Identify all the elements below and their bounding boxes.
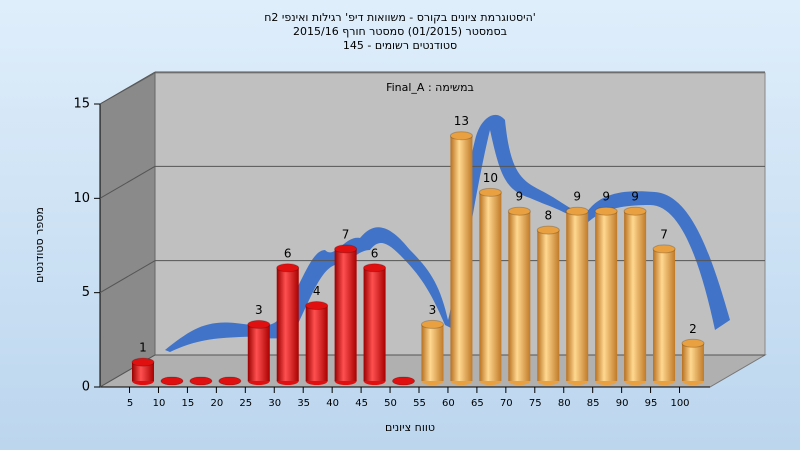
x-tick-label: 80: [558, 398, 571, 409]
chart-subtitle: בסמסטר (01/2015) סמסטר חורף 2015/16: [293, 25, 507, 38]
x-tick-label: 15: [182, 398, 195, 409]
bar: [421, 324, 444, 381]
value-label: 7: [660, 227, 668, 241]
x-tick-label: 70: [500, 398, 513, 409]
bar-top: [652, 244, 676, 254]
bar: [682, 343, 704, 381]
bar-top: [247, 319, 271, 329]
bar-top: [363, 263, 387, 273]
value-label: 6: [284, 246, 292, 260]
bar: [624, 211, 647, 381]
bar-top: [189, 376, 213, 386]
x-tick-label: 10: [153, 398, 166, 409]
bar-top: [334, 244, 358, 254]
value-label: 13: [454, 114, 469, 128]
value-label: 10: [483, 171, 498, 185]
value-label: 8: [544, 209, 552, 223]
value-label: 4: [313, 284, 321, 298]
x-tick-label: 35: [297, 398, 310, 409]
bar: [305, 305, 328, 381]
bar-top: [681, 338, 705, 348]
bar: [595, 211, 618, 381]
annotation: Final_A : במשימה: [386, 81, 474, 94]
bar: [566, 211, 589, 381]
x-tick-label: 25: [239, 398, 252, 409]
x-tick-label: 95: [645, 398, 658, 409]
bar-top: [131, 357, 155, 367]
bar-top: [276, 263, 300, 273]
value-label: 9: [573, 190, 581, 204]
x-tick-label: 85: [587, 398, 600, 409]
bar-top: [449, 131, 473, 141]
value-label: 9: [602, 190, 610, 204]
grid-line: [99, 260, 156, 294]
grid-line: [99, 165, 156, 199]
bar: [334, 248, 357, 381]
grid-line: [99, 71, 156, 105]
x-tick-label: 30: [268, 398, 281, 409]
value-label: 1: [139, 341, 147, 355]
value-label: 7: [342, 227, 350, 241]
bar: [508, 211, 531, 381]
y-tick-label: 0: [82, 380, 90, 395]
value-label: 9: [515, 190, 523, 204]
bar-top: [536, 225, 560, 235]
bar: [653, 248, 676, 381]
x-tick-label: 75: [529, 398, 542, 409]
x-tick-label: 65: [471, 398, 484, 409]
bar-top: [623, 206, 647, 216]
bar: [363, 267, 386, 381]
value-label: 3: [429, 303, 437, 317]
x-tick-label: 50: [384, 398, 397, 409]
x-tick-label: 90: [616, 398, 629, 409]
y-tick-label: 15: [73, 97, 90, 112]
ribbon: [165, 114, 730, 352]
bar-top: [594, 206, 618, 216]
bar-top: [305, 301, 329, 311]
y-axis-label: מספר סטודנטים: [33, 207, 46, 283]
bar: [132, 362, 154, 381]
bar-top: [478, 187, 502, 197]
x-tick-label: 100: [670, 398, 689, 409]
bar-top: [392, 376, 416, 386]
value-label: 9: [631, 190, 639, 204]
bar-top: [565, 206, 589, 216]
bar: [450, 135, 473, 381]
bar: [479, 192, 502, 381]
x-tick-label: 5: [127, 398, 133, 409]
value-label: 6: [371, 246, 379, 260]
y-tick-label: 5: [82, 285, 90, 300]
chart-subtitle: 145 - סטודנטים רשומים: [343, 39, 457, 52]
chart-title: היסטוגרמת ציונים בקורס - משוואות דיפ' רג…: [264, 11, 536, 24]
bar: [276, 267, 299, 381]
x-axis-label: טווח ציונים: [385, 421, 435, 434]
x-tick-label: 45: [355, 398, 368, 409]
bar-top: [160, 376, 184, 386]
value-label: 2: [689, 322, 697, 336]
bar: [247, 324, 270, 381]
x-tick-label: 40: [326, 398, 339, 409]
bar-top: [218, 376, 242, 386]
bar-top: [420, 319, 444, 329]
x-tick-label: 55: [413, 398, 426, 409]
y-tick-label: 10: [73, 191, 90, 206]
value-label: 3: [255, 303, 263, 317]
x-tick-label: 20: [210, 398, 223, 409]
bar-top: [507, 206, 531, 216]
x-tick-label: 60: [442, 398, 455, 409]
bar: [537, 230, 560, 381]
